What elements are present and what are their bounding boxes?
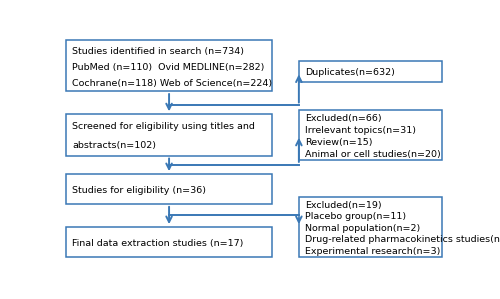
Text: Normal population(n=2): Normal population(n=2) bbox=[304, 224, 420, 233]
Text: Studies identified in search (n=734): Studies identified in search (n=734) bbox=[72, 47, 244, 56]
Text: Excluded(n=66): Excluded(n=66) bbox=[304, 114, 382, 123]
Text: Screened for eligibility using titles and: Screened for eligibility using titles an… bbox=[72, 122, 255, 131]
FancyBboxPatch shape bbox=[299, 61, 442, 82]
Text: Studies for eligibility (n=36): Studies for eligibility (n=36) bbox=[72, 186, 206, 195]
Text: Final data extraction studies (n=17): Final data extraction studies (n=17) bbox=[72, 239, 244, 248]
Text: Drug-related pharmacokinetics studies(n=3): Drug-related pharmacokinetics studies(n=… bbox=[304, 235, 500, 244]
FancyBboxPatch shape bbox=[299, 197, 442, 257]
FancyBboxPatch shape bbox=[66, 40, 272, 91]
Text: abstracts(n=102): abstracts(n=102) bbox=[72, 141, 156, 150]
Text: Duplicates(n=632): Duplicates(n=632) bbox=[304, 68, 394, 77]
Text: PubMed (n=110)  Ovid MEDLINE(n=282): PubMed (n=110) Ovid MEDLINE(n=282) bbox=[72, 63, 264, 72]
Text: Excluded(n=19): Excluded(n=19) bbox=[304, 201, 382, 210]
FancyBboxPatch shape bbox=[66, 114, 272, 155]
FancyBboxPatch shape bbox=[299, 109, 442, 160]
Text: Cochrane(n=118) Web of Science(n=224): Cochrane(n=118) Web of Science(n=224) bbox=[72, 79, 272, 88]
FancyBboxPatch shape bbox=[66, 227, 272, 257]
FancyBboxPatch shape bbox=[66, 174, 272, 204]
Text: Placebo group(n=11): Placebo group(n=11) bbox=[304, 212, 406, 222]
Text: Animal or cell studies(n=20): Animal or cell studies(n=20) bbox=[304, 150, 440, 159]
Text: Experimental research(n=3): Experimental research(n=3) bbox=[304, 247, 440, 256]
Text: Review(n=15): Review(n=15) bbox=[304, 138, 372, 147]
Text: Irrelevant topics(n=31): Irrelevant topics(n=31) bbox=[304, 126, 416, 135]
